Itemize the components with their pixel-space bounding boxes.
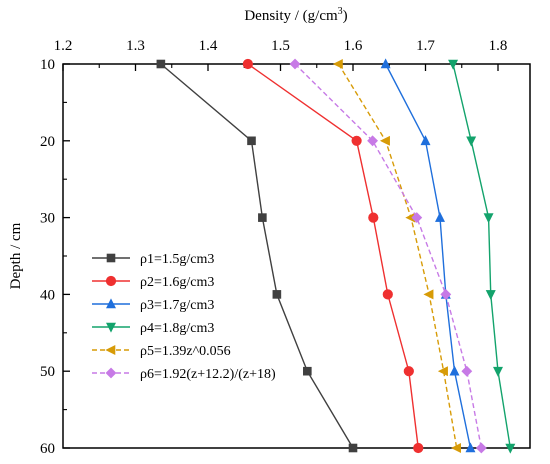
series-line (337, 63, 458, 449)
data-point (413, 442, 424, 454)
series-6 (289, 58, 487, 454)
series-line (294, 63, 483, 449)
legend-entry-5: ρ5=1.39z^0.056 (140, 344, 231, 359)
y-tick-label: 30 (40, 211, 55, 227)
x-tick-label: 1.6 (344, 38, 363, 54)
data-point (382, 289, 393, 300)
x-tick-label: 1.2 (54, 38, 73, 54)
legend-marker (105, 345, 116, 355)
data-point (435, 211, 445, 222)
data-point (461, 365, 473, 377)
x-tick-label: 1.4 (199, 38, 218, 54)
data-point (485, 290, 496, 301)
data-point (493, 366, 503, 377)
series-line (452, 63, 512, 449)
x-tick-label: 1.8 (489, 38, 508, 54)
data-point (475, 442, 487, 454)
x-tick-label: 1.5 (271, 38, 290, 54)
y-tick-label: 20 (40, 134, 55, 150)
data-point (437, 366, 448, 377)
legend-entry-4: ρ4=1.8g/cm3 (140, 321, 214, 336)
y-tick-label: 50 (40, 364, 55, 380)
legend-marker (106, 322, 116, 333)
data-point (423, 289, 434, 300)
data-point (289, 58, 301, 70)
axis-ticks: 1.2 1.3 1.4 1.5 1.6 1.7 1.8 10 20 30 40 50 60 (40, 38, 507, 457)
data-point (351, 135, 362, 146)
data-point (156, 59, 166, 69)
legend-entry-6: ρ6=1.92(z+12.2)/(z+18) (140, 367, 276, 382)
series-line (247, 63, 419, 449)
data-point (303, 366, 312, 376)
y-tick-label: 10 (40, 57, 55, 73)
legend-entry-3: ρ3=1.7g/cm3 (140, 298, 214, 313)
series-4 (448, 59, 516, 454)
y-axis-title: Depth / cm (8, 222, 24, 289)
series-1 (156, 59, 358, 453)
legend-entry-1: ρ1=1.5g/cm3 (140, 252, 214, 267)
series-layer (156, 58, 516, 454)
x-axis-title: Density / (g/cm3) (244, 6, 347, 24)
data-point (449, 365, 460, 376)
data-point (379, 135, 390, 146)
legend-marker (106, 298, 116, 309)
series-3 (380, 58, 476, 453)
data-point (258, 213, 267, 222)
data-point (247, 136, 256, 146)
series-2 (242, 58, 424, 454)
data-point (505, 443, 516, 454)
data-point (403, 366, 414, 377)
legend-marker (106, 253, 116, 263)
data-point (483, 213, 494, 224)
data-point (272, 290, 282, 299)
data-point (348, 443, 358, 453)
data-point (451, 443, 461, 453)
legend-marker (105, 275, 117, 287)
legend-marker (105, 367, 117, 379)
series-5 (332, 59, 461, 453)
data-point (411, 212, 423, 224)
data-point (466, 136, 477, 147)
y-tick-label: 40 (40, 287, 55, 303)
data-point (367, 135, 378, 147)
data-point (242, 58, 253, 70)
data-point (448, 59, 459, 70)
x-tick-label: 1.7 (416, 38, 435, 54)
legend: ρ1=1.5g/cm3 ρ2=1.6g/cm3 ρ3=1.7g/cm3 ρ4=1.8g… (92, 252, 276, 382)
series-line (385, 63, 472, 449)
plot-frame (62, 63, 531, 449)
series-line (160, 63, 354, 449)
data-point (440, 288, 452, 300)
x-tick-label: 1.3 (126, 38, 145, 54)
y-tick-label: 60 (40, 441, 55, 457)
data-point (332, 59, 343, 69)
data-point (420, 135, 431, 146)
data-point (380, 58, 391, 69)
data-point (465, 442, 476, 453)
legend-entry-2: ρ2=1.6g/cm3 (140, 275, 214, 290)
data-point (368, 212, 379, 223)
